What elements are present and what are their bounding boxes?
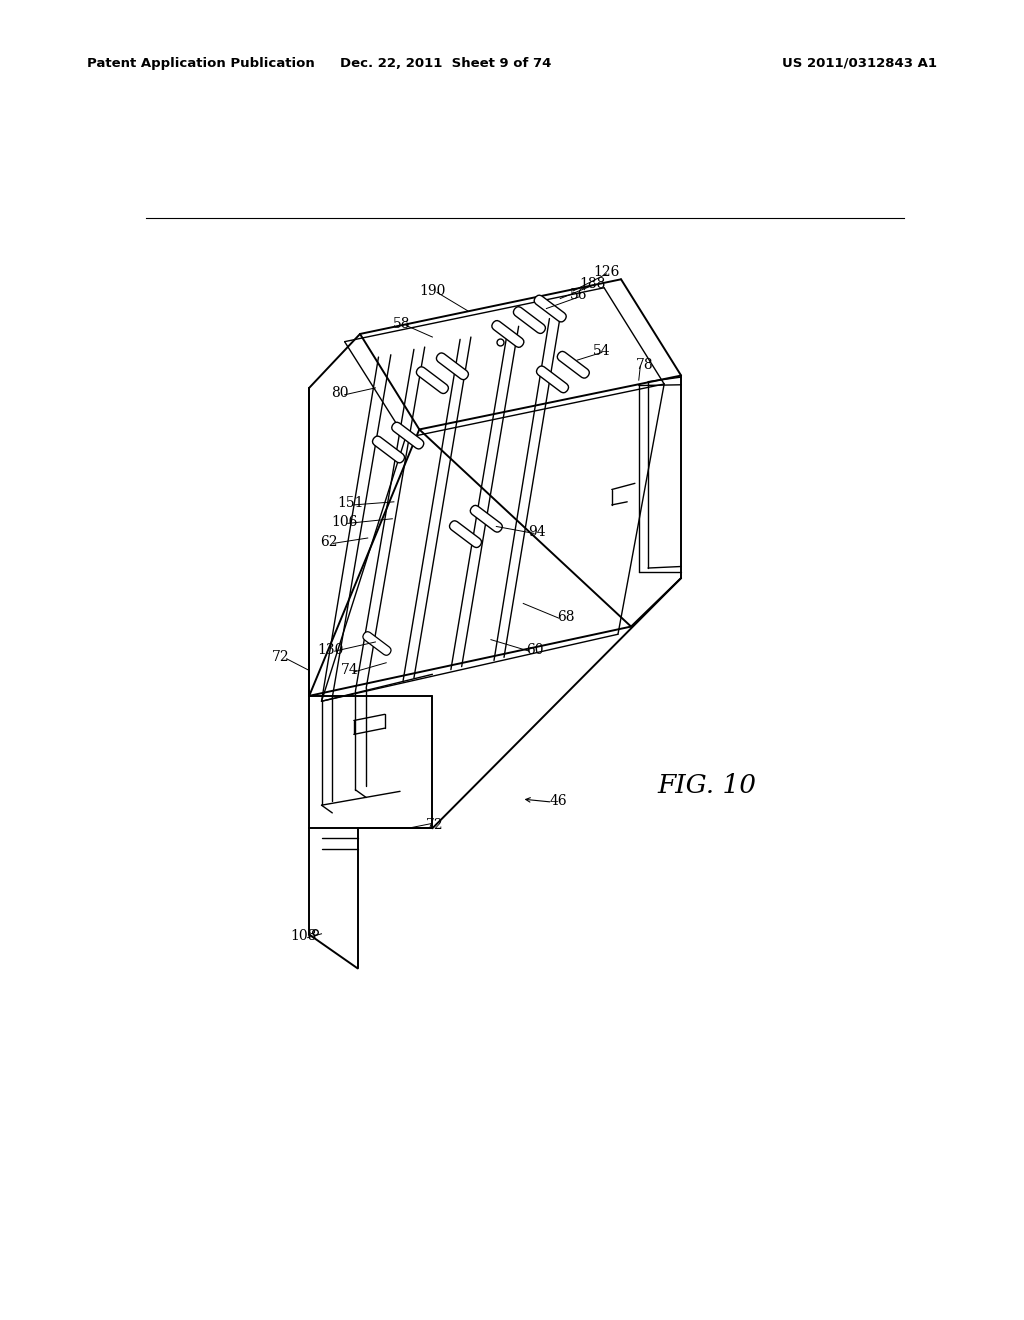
Text: 56: 56 [570, 289, 588, 302]
FancyBboxPatch shape [417, 367, 449, 393]
FancyBboxPatch shape [557, 351, 590, 378]
Text: 80: 80 [331, 387, 349, 400]
Text: 106: 106 [332, 515, 357, 529]
Text: 74: 74 [341, 664, 358, 677]
Text: 188: 188 [580, 277, 606, 290]
Text: Dec. 22, 2011  Sheet 9 of 74: Dec. 22, 2011 Sheet 9 of 74 [340, 57, 551, 70]
Text: 62: 62 [321, 535, 338, 549]
FancyBboxPatch shape [513, 306, 546, 334]
Text: 46: 46 [549, 795, 566, 808]
Text: 126: 126 [593, 265, 620, 280]
Text: 94: 94 [528, 525, 546, 539]
Text: 130: 130 [317, 643, 344, 656]
Text: 72: 72 [426, 818, 443, 832]
FancyBboxPatch shape [537, 366, 568, 393]
Text: 60: 60 [526, 643, 544, 656]
Text: 108: 108 [291, 929, 317, 942]
Text: 72: 72 [272, 651, 290, 664]
Text: 58: 58 [393, 317, 411, 331]
Text: 151: 151 [338, 496, 364, 511]
FancyBboxPatch shape [535, 296, 566, 322]
Text: Patent Application Publication: Patent Application Publication [87, 57, 314, 70]
Text: FIG. 10: FIG. 10 [657, 774, 756, 799]
FancyBboxPatch shape [392, 422, 424, 449]
Text: 78: 78 [636, 358, 653, 372]
Text: 54: 54 [593, 345, 610, 358]
Text: US 2011/0312843 A1: US 2011/0312843 A1 [782, 57, 937, 70]
FancyBboxPatch shape [470, 506, 503, 532]
FancyBboxPatch shape [362, 632, 391, 655]
FancyBboxPatch shape [492, 321, 524, 347]
FancyBboxPatch shape [450, 521, 481, 548]
Text: 68: 68 [557, 610, 574, 623]
Text: 190: 190 [419, 284, 445, 298]
FancyBboxPatch shape [373, 436, 404, 463]
FancyBboxPatch shape [436, 352, 468, 380]
